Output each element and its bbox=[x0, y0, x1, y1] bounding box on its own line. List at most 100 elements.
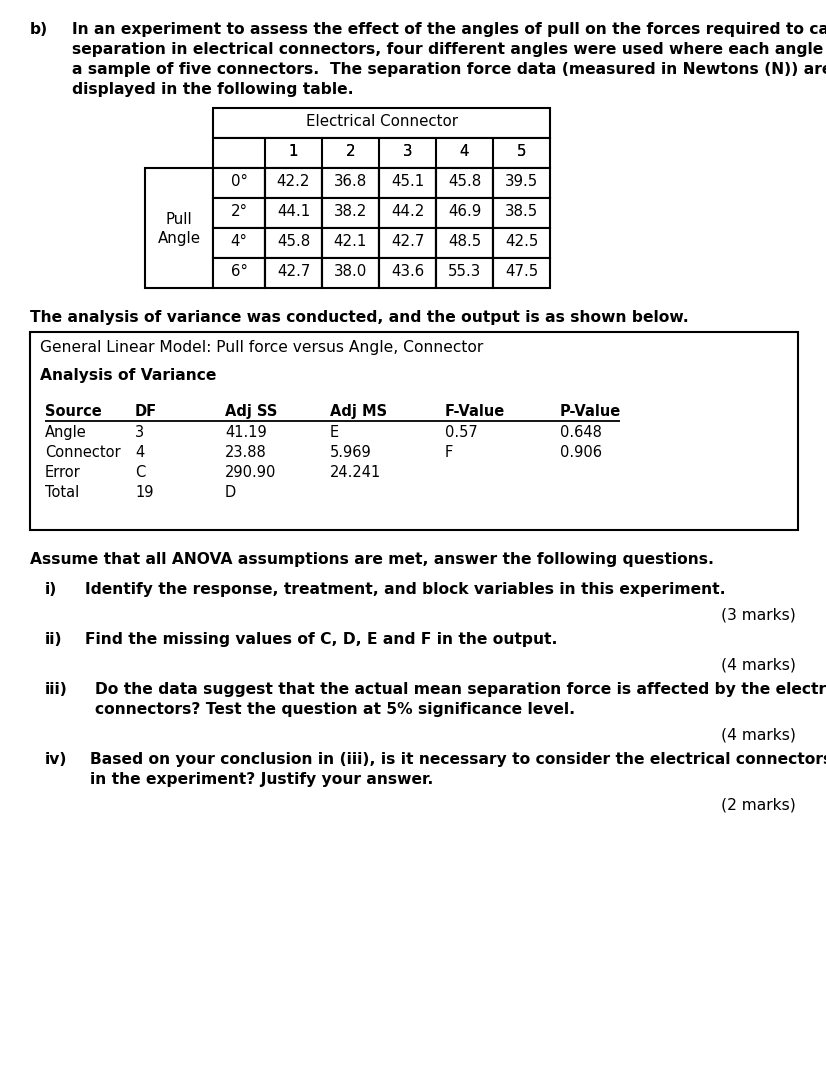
Bar bbox=[379, 258, 436, 288]
Text: 4: 4 bbox=[135, 445, 145, 460]
Text: 19: 19 bbox=[135, 485, 154, 500]
Text: 38.5: 38.5 bbox=[505, 204, 538, 220]
Text: E: E bbox=[330, 425, 339, 440]
Text: connectors? Test the question at 5% significance level.: connectors? Test the question at 5% sign… bbox=[95, 702, 575, 717]
Text: 290.90: 290.90 bbox=[225, 465, 277, 480]
Text: 42.5: 42.5 bbox=[505, 235, 539, 250]
Text: Assume that all ANOVA assumptions are met, answer the following questions.: Assume that all ANOVA assumptions are me… bbox=[30, 552, 714, 567]
Text: displayed in the following table.: displayed in the following table. bbox=[72, 82, 354, 97]
Text: 4: 4 bbox=[460, 145, 469, 160]
Text: 23.88: 23.88 bbox=[225, 445, 267, 460]
Text: Angle: Angle bbox=[158, 230, 201, 246]
Text: 46.9: 46.9 bbox=[448, 204, 481, 220]
Bar bbox=[436, 168, 493, 198]
Bar bbox=[145, 168, 213, 288]
Text: separation in electrical connectors, four different angles were used where each : separation in electrical connectors, fou… bbox=[72, 42, 826, 57]
Text: Electrical Connector: Electrical Connector bbox=[306, 114, 458, 129]
Text: 6°: 6° bbox=[230, 264, 248, 279]
Bar bbox=[213, 258, 265, 288]
Text: Do the data suggest that the actual mean separation force is affected by the ele: Do the data suggest that the actual mean… bbox=[95, 682, 826, 697]
Text: 5: 5 bbox=[517, 145, 526, 160]
Bar bbox=[265, 258, 322, 288]
Bar bbox=[379, 198, 436, 228]
Bar bbox=[379, 228, 436, 258]
Bar bbox=[436, 198, 493, 228]
Text: DF: DF bbox=[135, 404, 157, 418]
Text: ii): ii) bbox=[45, 632, 63, 647]
Text: 1: 1 bbox=[289, 145, 298, 160]
Text: 42.1: 42.1 bbox=[334, 235, 368, 250]
Text: i): i) bbox=[45, 582, 57, 597]
Text: 45.1: 45.1 bbox=[391, 175, 424, 189]
Text: 0.648: 0.648 bbox=[560, 425, 602, 440]
Text: b): b) bbox=[30, 22, 48, 37]
Text: C: C bbox=[135, 465, 145, 480]
Text: 45.8: 45.8 bbox=[448, 175, 481, 189]
Text: Angle: Angle bbox=[45, 425, 87, 440]
Text: Find the missing values of C, D, E and F in the output.: Find the missing values of C, D, E and F… bbox=[85, 632, 558, 647]
Text: 3: 3 bbox=[403, 145, 412, 160]
Bar bbox=[322, 198, 379, 228]
Text: in the experiment? Justify your answer.: in the experiment? Justify your answer. bbox=[90, 772, 434, 787]
Text: 42.7: 42.7 bbox=[391, 235, 425, 250]
Text: The analysis of variance was conducted, and the output is as shown below.: The analysis of variance was conducted, … bbox=[30, 310, 689, 325]
Text: General Linear Model: Pull force versus Angle, Connector: General Linear Model: Pull force versus … bbox=[40, 340, 483, 355]
Bar bbox=[265, 228, 322, 258]
Text: Source: Source bbox=[45, 404, 102, 418]
Text: Error: Error bbox=[45, 465, 81, 480]
Text: (4 marks): (4 marks) bbox=[721, 728, 796, 744]
Bar bbox=[30, 332, 798, 530]
Bar bbox=[493, 228, 550, 258]
Text: Adj MS: Adj MS bbox=[330, 404, 387, 418]
Bar bbox=[213, 168, 265, 198]
Bar bbox=[493, 168, 550, 198]
Text: Connector: Connector bbox=[45, 445, 121, 460]
Text: Based on your conclusion in (iii), is it necessary to consider the electrical co: Based on your conclusion in (iii), is it… bbox=[90, 752, 826, 767]
Text: 0.57: 0.57 bbox=[445, 425, 477, 440]
Text: 55.3: 55.3 bbox=[448, 264, 481, 279]
Text: 0.906: 0.906 bbox=[560, 445, 602, 460]
Text: 36.8: 36.8 bbox=[334, 175, 367, 189]
Text: 38.2: 38.2 bbox=[334, 204, 368, 220]
Text: (2 marks): (2 marks) bbox=[721, 798, 796, 813]
Bar bbox=[436, 258, 493, 288]
Bar bbox=[436, 228, 493, 258]
Text: F-Value: F-Value bbox=[445, 404, 506, 418]
Text: 48.5: 48.5 bbox=[448, 235, 481, 250]
Text: 24.241: 24.241 bbox=[330, 465, 382, 480]
Text: Pull: Pull bbox=[166, 212, 192, 227]
Text: 3: 3 bbox=[135, 425, 144, 440]
Text: P-Value: P-Value bbox=[560, 404, 621, 418]
Text: a sample of five connectors.  The separation force data (measured in Newtons (N): a sample of five connectors. The separat… bbox=[72, 62, 826, 77]
Bar bbox=[213, 198, 265, 228]
Text: iii): iii) bbox=[45, 682, 68, 697]
Text: 45.8: 45.8 bbox=[277, 235, 310, 250]
Text: 4°: 4° bbox=[230, 235, 248, 250]
Bar bbox=[213, 228, 265, 258]
Text: 1: 1 bbox=[289, 145, 298, 160]
Text: 0°: 0° bbox=[230, 175, 248, 189]
Text: Adj SS: Adj SS bbox=[225, 404, 278, 418]
Text: Total: Total bbox=[45, 485, 79, 500]
Text: Analysis of Variance: Analysis of Variance bbox=[40, 368, 216, 383]
Text: 5: 5 bbox=[517, 145, 526, 160]
Text: iv): iv) bbox=[45, 752, 68, 767]
Bar bbox=[213, 108, 550, 138]
Text: 2: 2 bbox=[346, 145, 355, 160]
Bar bbox=[379, 168, 436, 198]
Text: 1: 1 bbox=[289, 145, 298, 160]
Text: 47.5: 47.5 bbox=[505, 264, 538, 279]
Text: 5.969: 5.969 bbox=[330, 445, 372, 460]
Text: 2: 2 bbox=[346, 145, 355, 160]
Text: 41.19: 41.19 bbox=[225, 425, 267, 440]
Text: D: D bbox=[225, 485, 236, 500]
Bar bbox=[265, 198, 322, 228]
Text: (3 marks): (3 marks) bbox=[721, 608, 796, 623]
Bar bbox=[322, 258, 379, 288]
Text: 39.5: 39.5 bbox=[505, 175, 538, 189]
Text: 44.1: 44.1 bbox=[277, 204, 310, 220]
Bar bbox=[265, 168, 322, 198]
Text: 38.0: 38.0 bbox=[334, 264, 367, 279]
Text: (4 marks): (4 marks) bbox=[721, 658, 796, 673]
Text: 42.7: 42.7 bbox=[277, 264, 311, 279]
